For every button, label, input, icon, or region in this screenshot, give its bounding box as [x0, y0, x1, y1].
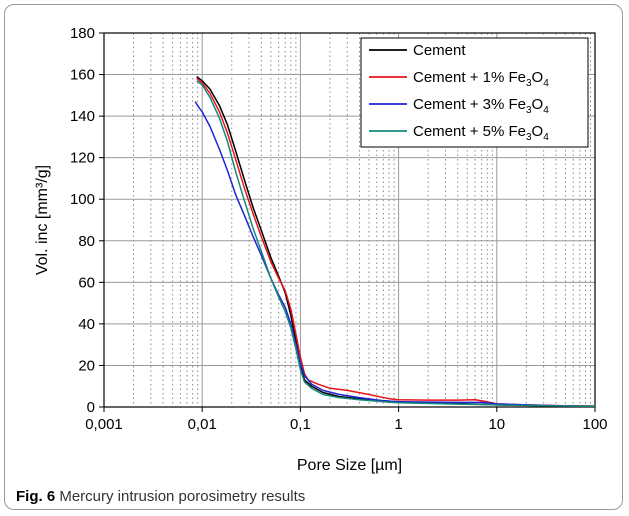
plot-frame — [99, 32, 596, 412]
tick-labels: 0,001 0,01 0,1 1 10 100 0 20 40 60 80 100 120 140 160 1… — [70, 25, 608, 433]
y-tick-label: 100 — [70, 191, 95, 208]
series-line-fe3 — [194, 101, 596, 407]
y-tick-label: 40 — [78, 316, 95, 333]
x-tick-label: 0,1 — [290, 416, 311, 433]
y-tick-label: 120 — [70, 150, 95, 167]
figure-label: Fig. 6 — [16, 488, 56, 505]
figure-caption: Fig. 6 Mercury intrusion porosimetry res… — [16, 488, 305, 505]
legend-box — [360, 37, 589, 148]
y-tick-label: 0 — [87, 399, 95, 416]
x-tick-label: 100 — [582, 416, 607, 433]
legend-entry-fe1: Cement + 1% Fe3O4 — [413, 69, 549, 89]
x-tick-label: 0,01 — [188, 416, 217, 433]
x-axis-title: Pore Size [µm] — [297, 457, 402, 474]
x-tick-label: 0,001 — [85, 416, 123, 433]
legend-entry-cement: Cement — [413, 42, 466, 59]
x-tick-label: 10 — [488, 416, 505, 433]
y-tick-label: 140 — [70, 108, 95, 125]
series-line-fe5 — [196, 80, 596, 407]
y-tick-label: 20 — [78, 357, 95, 374]
y-axis-title: Vol. inc [mm³/g] — [34, 165, 51, 275]
y-tick-label: 180 — [70, 25, 95, 42]
plot-border — [103, 32, 596, 408]
x-tick-label: 1 — [394, 416, 402, 433]
y-tick-label: 80 — [78, 233, 95, 250]
legend-entry-fe3: Cement + 3% Fe3O4 — [413, 96, 549, 116]
y-tick-label: 60 — [78, 274, 95, 291]
legend-entry-fe5: Cement + 5% Fe3O4 — [413, 123, 549, 143]
legend: Cement Cement + 1% Fe3O4 Cement + 3% Fe3O4… — [360, 37, 589, 148]
y-tick-label: 160 — [70, 67, 95, 84]
series-lines — [194, 76, 596, 407]
caption-text: Mercury intrusion porosimetry results — [59, 488, 306, 505]
